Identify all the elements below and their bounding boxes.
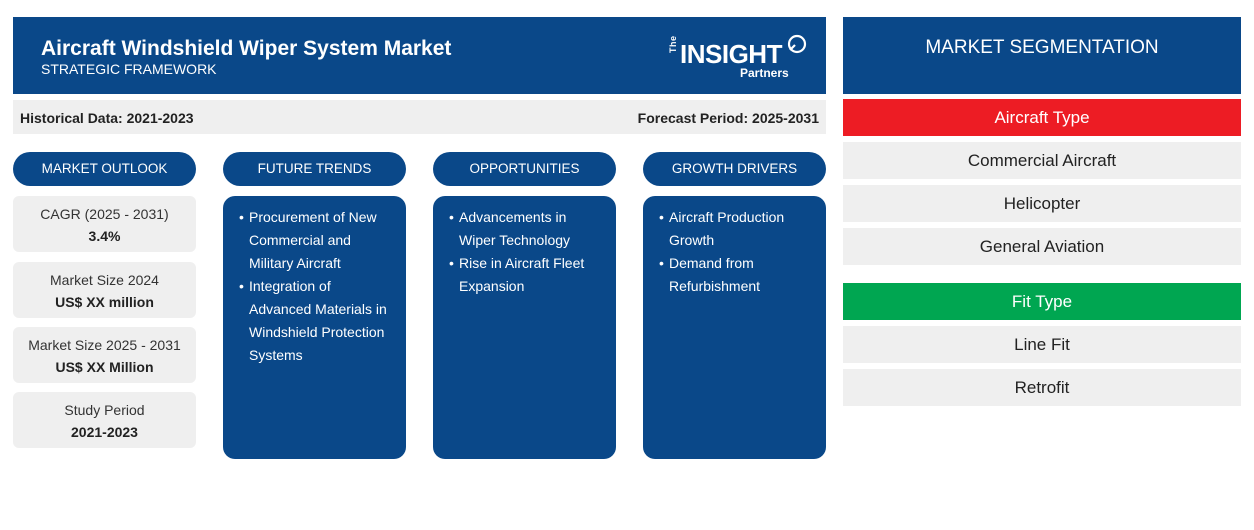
growth-drivers-panel: Aircraft Production Growth Demand from R…: [643, 196, 826, 459]
outlook-study-period-card: Study Period 2021-2023: [13, 392, 196, 448]
outlook-label: Study Period: [64, 402, 145, 418]
outlook-label: CAGR (2025 - 2031): [40, 206, 169, 222]
outlook-value: US$ XX million: [55, 294, 154, 310]
opportunities-header: OPPORTUNITIES: [433, 152, 616, 186]
segment-fit-type-header: Fit Type: [843, 283, 1241, 320]
growth-drivers-header: GROWTH DRIVERS: [643, 152, 826, 186]
logo-the-text: The: [668, 35, 678, 53]
future-trends-panel: Procurement of New Commercial and Milita…: [223, 196, 406, 459]
logo-swirl-icon: [787, 34, 807, 54]
segment-aircraft-type-header: Aircraft Type: [843, 99, 1241, 136]
report-title: Aircraft Windshield Wiper System Market: [41, 37, 452, 60]
logo-partners-text: Partners: [740, 66, 789, 80]
outlook-market-size-2024-card: Market Size 2024 US$ XX million: [13, 262, 196, 318]
opportunities-panel: Advancements in Wiper Technology Rise in…: [433, 196, 616, 459]
outlook-value: US$ XX Million: [55, 359, 154, 375]
outlook-label: Market Size 2024: [50, 272, 159, 288]
period-bar: Historical Data: 2021-2023 Forecast Peri…: [13, 100, 826, 134]
future-trends-header: FUTURE TRENDS: [223, 152, 406, 186]
report-subtitle: STRATEGIC FRAMEWORK: [41, 61, 217, 77]
segment-item-helicopter: Helicopter: [843, 185, 1241, 222]
opportunity-item: Rise in Aircraft Fleet Expansion: [449, 252, 602, 298]
segment-item-general-aviation: General Aviation: [843, 228, 1241, 265]
insight-partners-logo: The INSIGHT Partners: [668, 33, 808, 83]
market-outlook-header: MARKET OUTLOOK: [13, 152, 196, 186]
growth-driver-item: Aircraft Production Growth: [659, 206, 812, 252]
outlook-value: 2021-2023: [71, 424, 138, 440]
segment-item-commercial-aircraft: Commercial Aircraft: [843, 142, 1241, 179]
historical-data-label: Historical Data: 2021-2023: [20, 110, 194, 126]
market-segmentation-header: MARKET SEGMENTATION: [843, 17, 1241, 94]
outlook-label: Market Size 2025 - 2031: [28, 337, 181, 353]
growth-driver-item: Demand from Refurbishment: [659, 252, 812, 298]
forecast-period-label: Forecast Period: 2025-2031: [637, 110, 819, 126]
outlook-value: 3.4%: [88, 228, 121, 244]
report-header: Aircraft Windshield Wiper System Market …: [13, 17, 826, 94]
opportunity-item: Advancements in Wiper Technology: [449, 206, 602, 252]
future-trend-item: Procurement of New Commercial and Milita…: [239, 206, 392, 275]
logo-insight-text: INSIGHT: [680, 39, 782, 69]
segment-item-retrofit: Retrofit: [843, 369, 1241, 406]
outlook-cagr-card: CAGR (2025 - 2031) 3.4%: [13, 196, 196, 252]
segment-item-line-fit: Line Fit: [843, 326, 1241, 363]
future-trend-item: Integration of Advanced Materials in Win…: [239, 275, 392, 367]
outlook-market-size-forecast-card: Market Size 2025 - 2031 US$ XX Million: [13, 327, 196, 383]
